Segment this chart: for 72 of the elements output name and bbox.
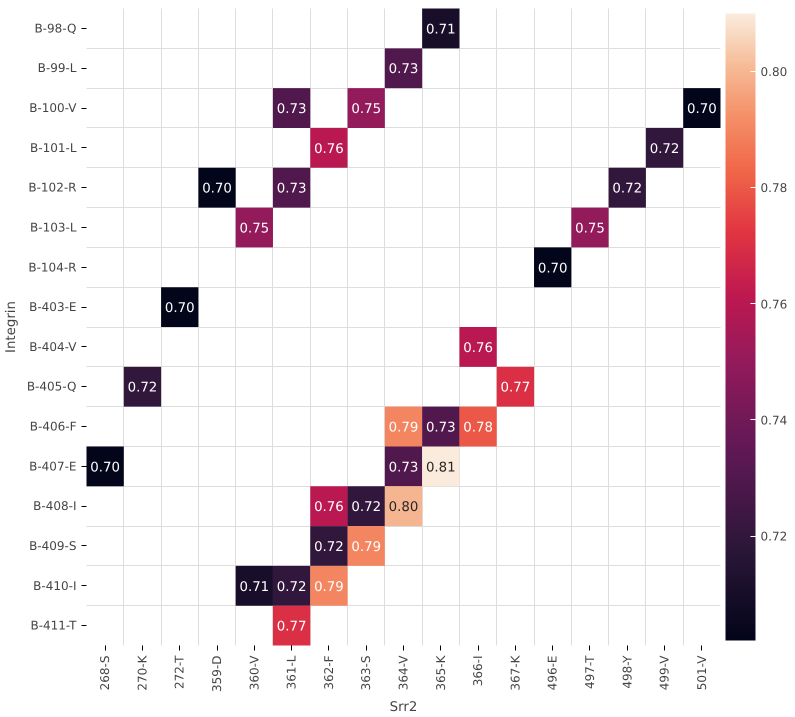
data-label: 0.72 (612, 182, 642, 197)
y-tick-label: B-98-Q (34, 21, 76, 36)
y-axis-title: Integrin (4, 301, 19, 353)
x-tick-label: 268-S (98, 655, 112, 690)
x-tick-label: 364-V (396, 654, 410, 690)
data-label: 0.75 (575, 221, 605, 236)
data-label: 0.73 (276, 182, 306, 197)
x-tick-label: 498-Y (620, 654, 634, 689)
y-tick-label: B-410-I (33, 578, 77, 593)
y-tick-label: B-407-E (29, 459, 77, 474)
data-label: 0.70 (538, 261, 568, 276)
color-bar-label: 0.80 (760, 65, 788, 80)
x-tick-label: 497-T (582, 654, 597, 689)
data-label: 0.72 (314, 540, 344, 555)
y-tick-label: B-103-L (30, 220, 77, 234)
y-tick-label: B-404-V (29, 340, 78, 354)
data-label: 0.70 (90, 460, 120, 476)
y-tick-label: B-408-I (33, 499, 77, 514)
data-label: 0.73 (388, 460, 418, 476)
y-tick-label: B-406-F (30, 420, 77, 434)
data-label: 0.72 (351, 500, 382, 516)
color-bar-label: 0.74 (760, 413, 788, 428)
data-label: 0.77 (500, 380, 530, 396)
data-label: 0.72 (128, 380, 158, 396)
data-label: 0.76 (314, 142, 344, 157)
color-bar-label: 0.78 (760, 181, 788, 196)
data-label: 0.70 (164, 301, 195, 316)
data-label: 0.79 (351, 540, 382, 555)
x-tick-label: 496-E (546, 655, 560, 690)
x-tick-label: 359-D (210, 655, 224, 692)
color-bar-label: 0.76 (760, 297, 788, 312)
data-label: 0.72 (276, 580, 306, 595)
data-label: 0.70 (202, 182, 232, 197)
data-label: 0.73 (276, 102, 306, 118)
data-label: 0.73 (426, 420, 456, 436)
x-tick-label: 365-K (434, 654, 448, 691)
data-label: 0.81 (426, 460, 456, 476)
data-label: 0.70 (687, 102, 717, 118)
y-tick-label: B-405-Q (26, 380, 77, 394)
data-label: 0.76 (463, 340, 493, 356)
x-tick-label: 367-K (508, 654, 522, 691)
data-label: 0.72 (650, 142, 680, 157)
data-label: 0.80 (388, 500, 418, 516)
y-tick-label: B-99-L (38, 61, 77, 76)
data-label: 0.75 (239, 221, 270, 236)
x-tick-label: 499-V (658, 654, 672, 690)
x-tick-label: 361-L (284, 655, 299, 690)
x-tick-label: 362-F (322, 655, 336, 690)
x-tick-label: 270-K (135, 654, 150, 691)
data-label: 0.73 (388, 62, 418, 78)
x-axis-title: Srr2 (390, 700, 418, 715)
data-label: 0.79 (388, 420, 418, 436)
x-tick-label: 501-V (694, 654, 709, 690)
data-label: 0.76 (314, 500, 344, 516)
x-tick-label: 360-V (247, 654, 262, 690)
x-tick-label: 366-I (471, 655, 486, 686)
x-tick-label: 363-S (359, 655, 374, 690)
data-label: 0.77 (276, 620, 306, 635)
y-tick-label: B-411-T (30, 618, 78, 633)
y-tick-label: B-100-V (29, 101, 78, 116)
y-tick-label: B-403-E (29, 300, 77, 314)
data-label: 0.79 (314, 580, 344, 595)
color-bar-label: 0.72 (760, 530, 788, 544)
data-label: 0.71 (239, 580, 270, 595)
y-tick-label: B-102-R (28, 180, 77, 195)
data-label: 0.71 (426, 22, 456, 38)
x-tick-label: 272-T (172, 654, 187, 689)
y-tick-label: B-104-R (28, 260, 77, 274)
data-label: 0.75 (351, 102, 382, 118)
data-label: 0.78 (463, 420, 493, 436)
y-tick-label: B-101-L (30, 140, 77, 155)
y-tick-label: B-409-S (29, 538, 77, 553)
